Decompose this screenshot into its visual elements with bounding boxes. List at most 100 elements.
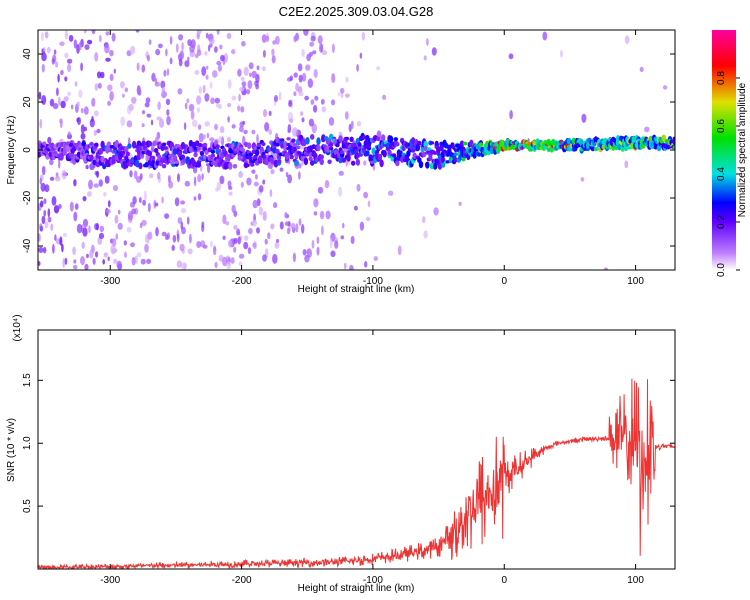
spectrogram-noise-cell: [98, 232, 105, 239]
spectrogram-noise-cell: [298, 218, 302, 226]
spectrogram-noise-cell: [252, 241, 257, 250]
spectrogram-noise-cell: [193, 176, 197, 187]
spectrogram-noise-cell: [359, 52, 363, 59]
spectrogram-band-cell: [429, 141, 435, 145]
spectrogram-noise-cell: [330, 250, 336, 258]
spectrogram-noise-cell: [237, 105, 241, 112]
spectrogram-noise-cell: [58, 96, 61, 106]
spectrogram-band-cell: [462, 141, 468, 146]
spectrogram-band-cell: [335, 143, 340, 148]
spectrogram-noise-cell: [342, 222, 345, 229]
spectrogram-noise-cell: [103, 252, 108, 258]
spectrogram-noise-cell: [361, 31, 366, 41]
spectrogram-noise-cell: [187, 56, 190, 63]
spectrogram-noise-cell: [126, 226, 132, 233]
spectrogram-noise-cell: [58, 204, 62, 209]
spectrogram-noise-cell: [314, 95, 319, 101]
spectrogram-noise-cell: [240, 76, 245, 82]
spectrogram-band-cell: [228, 162, 233, 170]
spectrogram-noise-cell: [50, 223, 54, 231]
spectrogram-noise-cell: [151, 72, 156, 82]
spectrogram-noise-cell: [236, 231, 241, 236]
spectrogram-band-cell: [329, 142, 334, 147]
spectrogram-noise-cell: [262, 254, 267, 262]
colorbar-tick-label: 0.0: [716, 263, 727, 277]
spectrogram-noise-cell: [244, 235, 249, 241]
spectrogram-noise-cell: [319, 210, 325, 220]
spectrogram-band-cell: [321, 134, 326, 142]
spectrogram-noise-cell: [70, 104, 74, 110]
spectrogram-noise-cell: [67, 91, 71, 96]
spectrogram-noise-cell: [95, 251, 99, 258]
spectrogram-noise-cell: [264, 122, 270, 132]
spectrogram-band-cell: [324, 136, 329, 141]
spectrogram-band-cell: [351, 160, 356, 166]
spectrogram-noise-cell: [227, 180, 232, 188]
y-tick-label: -20: [22, 190, 33, 205]
spectrogram-noise-cell: [41, 165, 46, 176]
spectrogram-noise-cell: [309, 41, 315, 47]
spectrogram-band-cell: [308, 156, 313, 161]
spectrogram-noise-cell: [423, 230, 428, 239]
spectrogram-band-cell: [319, 154, 324, 160]
spectrogram-noise-cell: [39, 225, 44, 232]
spectrogram-noise-cell: [639, 66, 644, 73]
spectrogram-noise-cell: [44, 184, 50, 193]
spectrogram-band-cell: [204, 149, 209, 155]
spectrogram-band-cell: [388, 135, 394, 144]
spectrogram-band-cell: [377, 153, 383, 161]
spectrogram-noise-cell: [292, 252, 296, 263]
spectrogram-noise-cell: [202, 134, 206, 140]
spectrogram-noise-cell: [334, 240, 339, 249]
spectrogram-noise-cell: [231, 204, 236, 214]
spectrogram-noise-cell: [271, 55, 276, 64]
spectrogram-noise-cell: [180, 207, 187, 214]
spectrogram-noise-cell: [214, 261, 218, 269]
spectrogram-noise-cell: [62, 258, 65, 268]
spectrogram-noise-cell: [262, 179, 266, 185]
spectrogram-noise-cell: [288, 99, 292, 105]
snr-frame: [37, 329, 676, 570]
spectrogram-noise-cell: [47, 208, 51, 218]
spectrogram-noise-cell: [356, 64, 359, 72]
spectrogram-band-cell: [147, 140, 153, 147]
spectrogram-noise-cell: [275, 238, 280, 243]
spectrogram-noise-cell: [246, 89, 251, 95]
spectrogram-noise-cell: [52, 103, 59, 110]
spectrogram-noise-cell: [241, 81, 247, 87]
spectrogram-noise-cell: [168, 180, 174, 189]
spectrogram-noise-cell: [89, 248, 94, 259]
spectrogram-noise-cell: [38, 261, 41, 266]
spectrogram-band-cell: [286, 137, 291, 141]
spectrogram-noise-cell: [83, 126, 88, 132]
spectrogram-noise-cell: [315, 198, 319, 207]
spectrogram-noise-cell: [316, 246, 320, 256]
spectrogram-band-cell: [382, 150, 387, 158]
spectrogram-noise-cell: [237, 236, 241, 245]
spectrogram-noise-cell: [423, 55, 427, 61]
spectrogram-band-cell: [418, 161, 424, 169]
spectrogram-band-cell: [42, 141, 47, 146]
spectrogram-noise-cell: [120, 81, 125, 89]
spectrogram-noise-cell: [252, 199, 258, 209]
spectrogram-noise-cell: [237, 68, 242, 77]
spectrogram-band-cell: [365, 150, 370, 157]
x-tick-label: 100: [627, 575, 644, 586]
spectrogram-noise-cell: [214, 123, 218, 131]
spectrogram-band-cell: [160, 157, 165, 161]
spectrogram-noise-cell: [214, 46, 218, 53]
spectrogram-noise-cell: [113, 258, 118, 264]
spectrogram-noise-cell: [161, 231, 167, 237]
spectrogram-noise-cell: [212, 70, 218, 78]
spectrogram-band-cell: [81, 141, 86, 147]
spectrogram-noise-cell: [131, 96, 137, 104]
spectrogram-band-cell: [379, 159, 384, 168]
spectrogram-band-cell: [254, 149, 260, 157]
spectrogram-noise-cell: [375, 66, 381, 71]
spectrogram-noise-cell: [184, 102, 188, 110]
spectrogram-noise-cell: [187, 39, 192, 47]
spectrogram-noise-cell: [51, 196, 57, 206]
spectrogram-band-cell: [245, 163, 250, 168]
spectrogram-noise-cell: [328, 117, 335, 126]
spectrogram-noise-cell: [131, 256, 136, 266]
